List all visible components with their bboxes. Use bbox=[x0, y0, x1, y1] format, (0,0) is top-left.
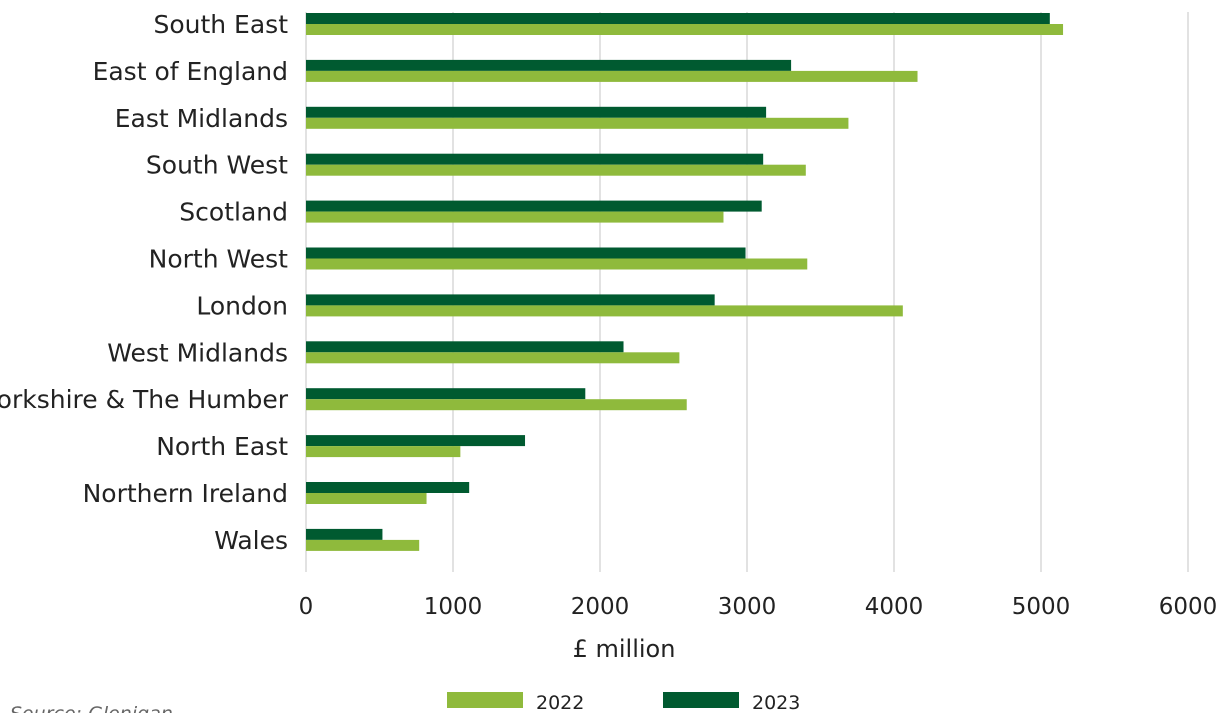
category-labels: South East East of England East Midlands So… bbox=[0, 10, 289, 555]
x-tick-label: 0 bbox=[299, 594, 314, 620]
x-tick-label: 5000 bbox=[1012, 594, 1071, 620]
bar-2022 bbox=[306, 352, 680, 364]
bar-2023 bbox=[306, 59, 792, 71]
category-label: North West bbox=[149, 245, 289, 274]
category-label: East Midlands bbox=[115, 104, 288, 133]
x-tick-label: 3000 bbox=[718, 594, 777, 620]
bar-2022 bbox=[306, 211, 724, 223]
legend-label-2022: 2022 bbox=[536, 692, 584, 713]
x-tick-label: 4000 bbox=[865, 594, 924, 620]
bar-2022 bbox=[306, 399, 687, 411]
category-label: London bbox=[196, 291, 288, 320]
bar-2023 bbox=[306, 200, 762, 212]
bar-2023 bbox=[306, 341, 624, 353]
bar-2022 bbox=[306, 305, 903, 317]
bar-2023 bbox=[306, 435, 526, 447]
category-label: North East bbox=[156, 432, 288, 461]
bar-2022 bbox=[306, 24, 1064, 35]
bar-2023 bbox=[306, 13, 1050, 24]
x-tick-label: 2000 bbox=[571, 594, 630, 620]
category-label: West Midlands bbox=[107, 338, 288, 367]
legend: 2022 2023 bbox=[447, 692, 800, 713]
bar-2023 bbox=[306, 528, 383, 540]
bar-2022 bbox=[306, 539, 420, 551]
legend-swatch-2023 bbox=[663, 692, 739, 708]
x-tick-label: 1000 bbox=[424, 594, 483, 620]
category-label: South West bbox=[146, 151, 288, 180]
category-label: Northern Ireland bbox=[83, 479, 288, 508]
category-label: Scotland bbox=[179, 198, 288, 227]
bars bbox=[306, 13, 1064, 551]
legend-swatch-2022 bbox=[447, 692, 523, 708]
x-tick-labels: 0 1000 2000 3000 4000 5000 6000 bbox=[299, 594, 1218, 620]
legend-label-2023: 2023 bbox=[752, 692, 800, 713]
bar-2023 bbox=[306, 106, 767, 118]
bar-2022 bbox=[306, 493, 427, 504]
bar-2023 bbox=[306, 482, 470, 493]
bar-2023 bbox=[306, 247, 746, 259]
bar-2023 bbox=[306, 153, 764, 165]
bar-2023 bbox=[306, 294, 715, 306]
source-note: Source: Glenigan bbox=[10, 703, 173, 713]
bar-2022 bbox=[306, 70, 918, 82]
bar-2022 bbox=[306, 164, 806, 176]
category-label: Yorkshire & The Humber bbox=[0, 385, 289, 414]
x-tick-label: 6000 bbox=[1159, 594, 1218, 620]
x-axis-title: £ million bbox=[573, 635, 676, 663]
bar-2022 bbox=[306, 117, 849, 129]
category-label: South East bbox=[153, 10, 288, 39]
bar-2022 bbox=[306, 258, 808, 270]
bar-2022 bbox=[306, 446, 461, 458]
category-label: East of England bbox=[93, 57, 288, 86]
category-label: Wales bbox=[214, 526, 288, 555]
bar-2023 bbox=[306, 388, 586, 400]
gridlines bbox=[305, 12, 1189, 572]
